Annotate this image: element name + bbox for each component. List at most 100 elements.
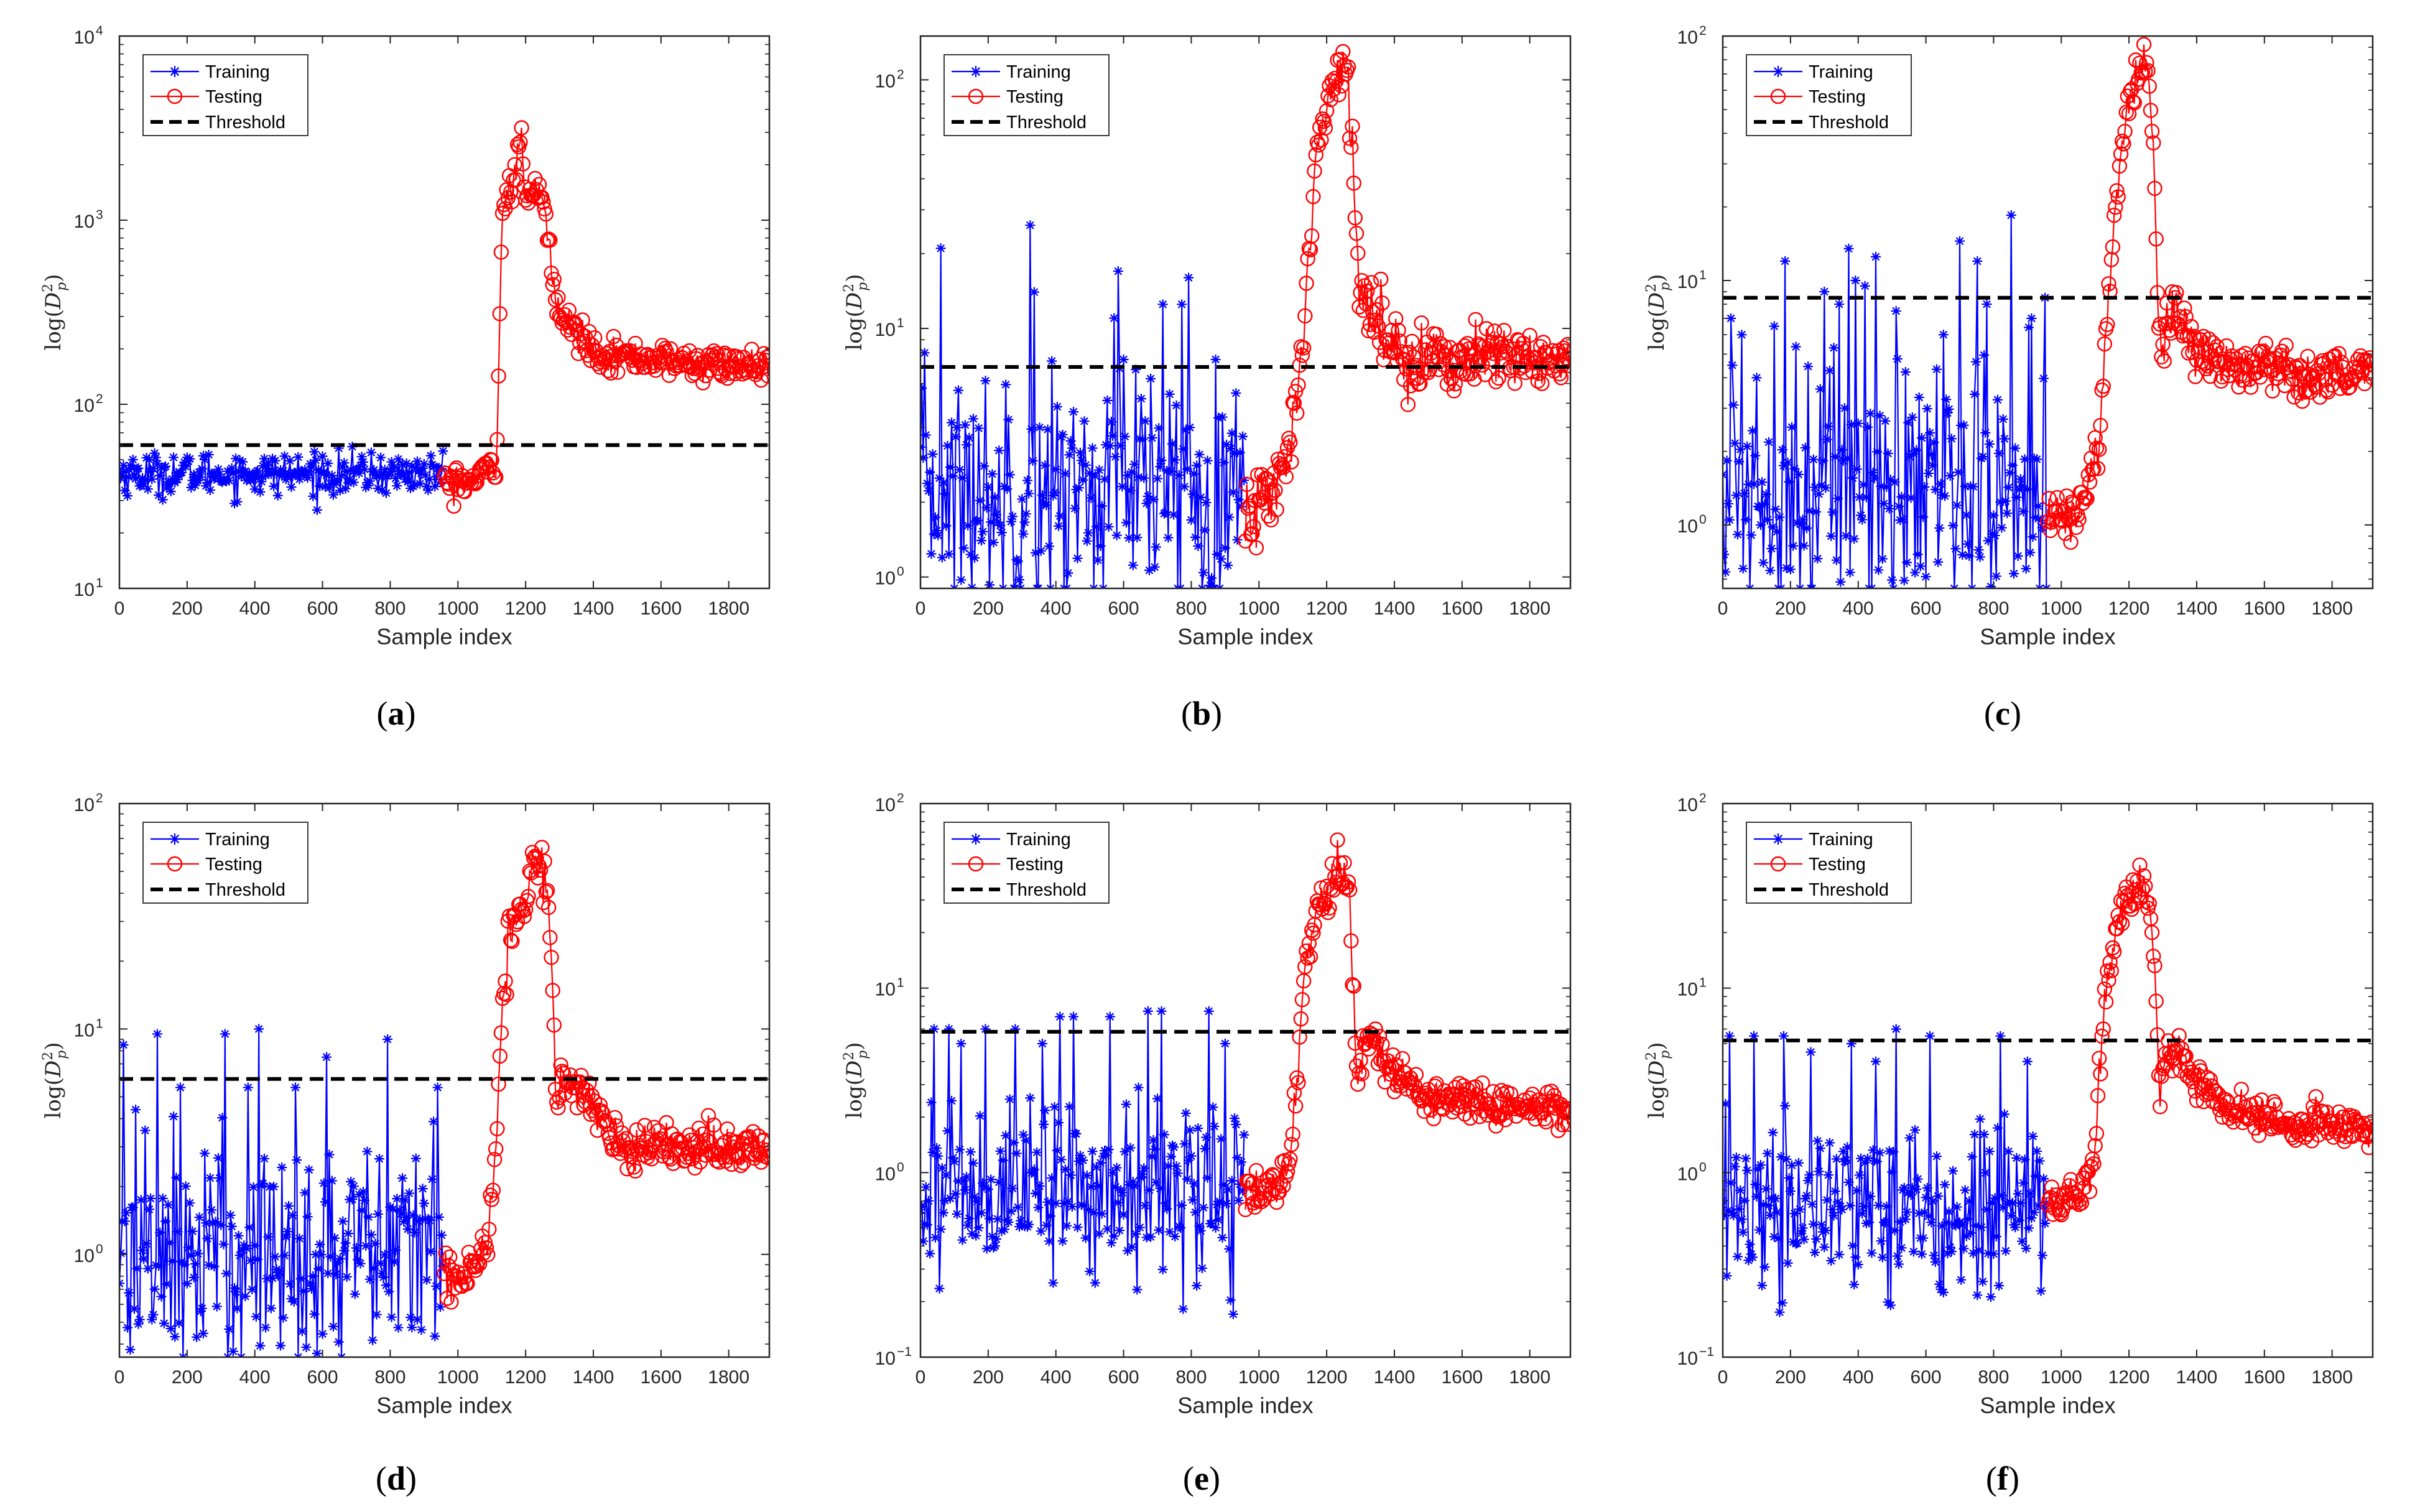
testing-point — [592, 1097, 608, 1113]
testing-point — [552, 1090, 567, 1105]
training-point — [1889, 477, 1900, 488]
x-tick-label: 0 — [1718, 598, 1728, 619]
training-point — [1768, 1128, 1778, 1138]
training-point — [430, 481, 440, 492]
training-point — [1811, 1234, 1822, 1245]
testing-point — [1296, 340, 1312, 356]
x-tick-label: 1000 — [2041, 598, 2082, 619]
training-point — [377, 485, 387, 495]
training-point — [1042, 424, 1053, 435]
training-point — [267, 1273, 278, 1283]
training-point — [1957, 549, 1968, 560]
training-point — [188, 470, 199, 480]
training-point — [1117, 1187, 1128, 1198]
training-point — [160, 1216, 171, 1227]
training-point — [953, 385, 963, 396]
training-point — [1193, 540, 1203, 551]
training-point — [393, 1322, 404, 1333]
training-point — [1931, 364, 1942, 374]
training-point — [1017, 494, 1027, 504]
training-point — [1195, 492, 1206, 503]
testing-point — [1241, 1173, 1258, 1189]
x-tick-label: 1000 — [1238, 1367, 1280, 1388]
testing-point — [2161, 315, 2176, 331]
training-point — [259, 1153, 269, 1164]
testing-point — [2082, 1184, 2098, 1200]
training-point — [920, 453, 929, 463]
training-point — [1837, 1204, 1847, 1215]
training-point — [335, 485, 345, 496]
x-tick-label: 200 — [1775, 1367, 1806, 1388]
training-point — [950, 432, 961, 442]
training-point — [1031, 1188, 1041, 1199]
training-point — [310, 1249, 321, 1259]
testing-point — [1245, 526, 1260, 542]
testing-point — [2102, 954, 2118, 970]
training-point — [920, 1182, 931, 1192]
testing-point — [1294, 348, 1310, 363]
testing-point — [2103, 252, 2120, 267]
y-tick-label: 10 — [1677, 795, 1698, 815]
training-point — [182, 452, 192, 463]
training-point — [1946, 1246, 1957, 1257]
testing-point — [2097, 336, 2113, 352]
training-point — [1060, 468, 1070, 479]
training-point — [1082, 1171, 1092, 1180]
testing-point — [1488, 374, 1504, 389]
training-point — [425, 1246, 436, 1256]
training-point — [1961, 510, 1972, 521]
training-point — [1922, 1182, 1932, 1193]
training-markers — [920, 220, 1249, 588]
training-point — [308, 491, 318, 501]
training-point — [1747, 1252, 1758, 1263]
training-point — [1869, 1156, 1880, 1166]
training-point — [369, 1263, 379, 1274]
training-point — [374, 1154, 384, 1164]
testing-point — [1249, 467, 1266, 483]
training-point — [2010, 1222, 2021, 1233]
testing-point — [2068, 1195, 2084, 1210]
training-point — [2005, 1197, 2015, 1207]
training-point — [1194, 449, 1205, 460]
y-tick-label-exponent: 3 — [96, 208, 103, 222]
training-point — [1921, 572, 1931, 582]
legend-threshold-label: Threshold — [205, 880, 285, 900]
testing-point — [1473, 1095, 1489, 1110]
training-point — [140, 1125, 151, 1136]
testing-point — [721, 348, 736, 363]
training-point — [956, 1038, 966, 1049]
testing-point — [2360, 354, 2373, 369]
training-point — [1824, 365, 1835, 376]
training-point — [292, 1155, 302, 1166]
panel-label: (c) — [1984, 695, 2021, 732]
training-point — [412, 1314, 422, 1325]
testing-point — [1553, 370, 1569, 386]
training-point — [1106, 417, 1116, 427]
x-tick-label: 0 — [114, 1367, 125, 1388]
y-axis-label: log(D2p) — [40, 1042, 70, 1119]
training-point — [1003, 414, 1014, 425]
testing-point — [2146, 948, 2161, 964]
testing-point — [493, 244, 509, 260]
testing-point — [2365, 370, 2373, 386]
training-point — [973, 423, 984, 434]
testing-point — [2079, 491, 2095, 506]
training-point — [2015, 1198, 2026, 1208]
training-point — [1884, 1146, 1894, 1156]
training-point — [1228, 487, 1238, 498]
training-point — [1975, 1114, 1985, 1125]
training-point — [274, 1266, 284, 1276]
training-point — [1110, 1182, 1121, 1192]
y-tick-label: 10 — [1677, 1348, 1698, 1369]
testing-point — [2118, 104, 2135, 120]
training-point — [1991, 1231, 2001, 1242]
training-point — [220, 1029, 230, 1039]
testing-point — [488, 1141, 504, 1157]
training-point — [1102, 1223, 1113, 1234]
testing-point — [1297, 308, 1313, 324]
training-point — [355, 1258, 366, 1269]
training-point — [244, 1222, 254, 1233]
training-point — [437, 463, 447, 474]
